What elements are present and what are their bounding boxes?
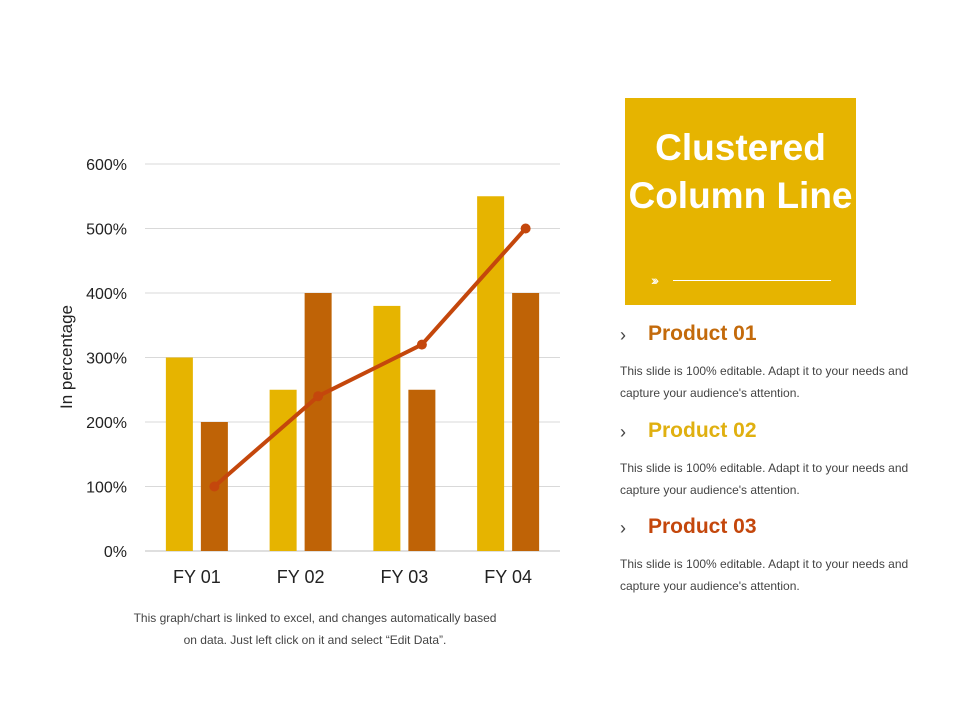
title-box: Clustered Column Line ››› — [625, 98, 856, 305]
x-tick-label: FY 02 — [277, 567, 325, 587]
line-point — [520, 223, 531, 234]
product-item-3: › Product 03 This slide is 100% editable… — [620, 515, 940, 597]
chevron-right-icon: › — [620, 422, 626, 442]
bar — [477, 196, 505, 551]
y-tick-label: 300% — [86, 351, 127, 368]
y-tick-label: 100% — [86, 480, 127, 497]
chevron-right-icon: › — [620, 518, 626, 538]
chevron-right-icon: › — [620, 325, 626, 345]
product-name: Product 02 — [648, 419, 757, 442]
y-tick-label: 500% — [86, 222, 127, 239]
y-axis-title: In percentage — [57, 305, 76, 409]
line-point — [209, 481, 220, 492]
title-divider — [673, 280, 831, 281]
chart-note: This graph/chart is linked to excel, and… — [133, 611, 497, 647]
bar — [408, 389, 436, 551]
product-description: This slide is 100% editable. Adapt it to… — [620, 461, 909, 497]
bar — [373, 305, 401, 551]
clustered-column-line-chart: 0% 100% 200% 300% 400% 500% 600% In percentage F… — [57, 157, 560, 587]
bar — [304, 293, 332, 551]
x-tick-label: FY 04 — [484, 567, 532, 587]
line-point — [416, 339, 427, 350]
product-item-1: › Product 01 This slide is 100% editable… — [620, 322, 940, 404]
y-tick-label: 200% — [86, 415, 127, 432]
y-tick-label: 400% — [86, 286, 127, 303]
product-item-2: › Product 02 This slide is 100% editable… — [620, 419, 940, 501]
bar — [165, 357, 193, 551]
product-description: This slide is 100% editable. Adapt it to… — [620, 364, 909, 400]
bar — [512, 293, 540, 551]
product-name: Product 01 — [648, 322, 757, 345]
double-chevron-icon: ››› — [651, 272, 659, 288]
y-tick-label: 600% — [86, 157, 127, 174]
x-tick-label: FY 01 — [173, 567, 221, 587]
bar — [269, 389, 297, 551]
series-line — [213, 227, 528, 489]
y-tick-label: 0% — [104, 544, 127, 561]
slide-title: Clustered Column Line — [628, 127, 853, 216]
product-name: Product 03 — [648, 515, 757, 538]
product-description: This slide is 100% editable. Adapt it to… — [620, 557, 909, 593]
x-tick-label: FY 03 — [381, 567, 429, 587]
line-point — [313, 391, 324, 402]
